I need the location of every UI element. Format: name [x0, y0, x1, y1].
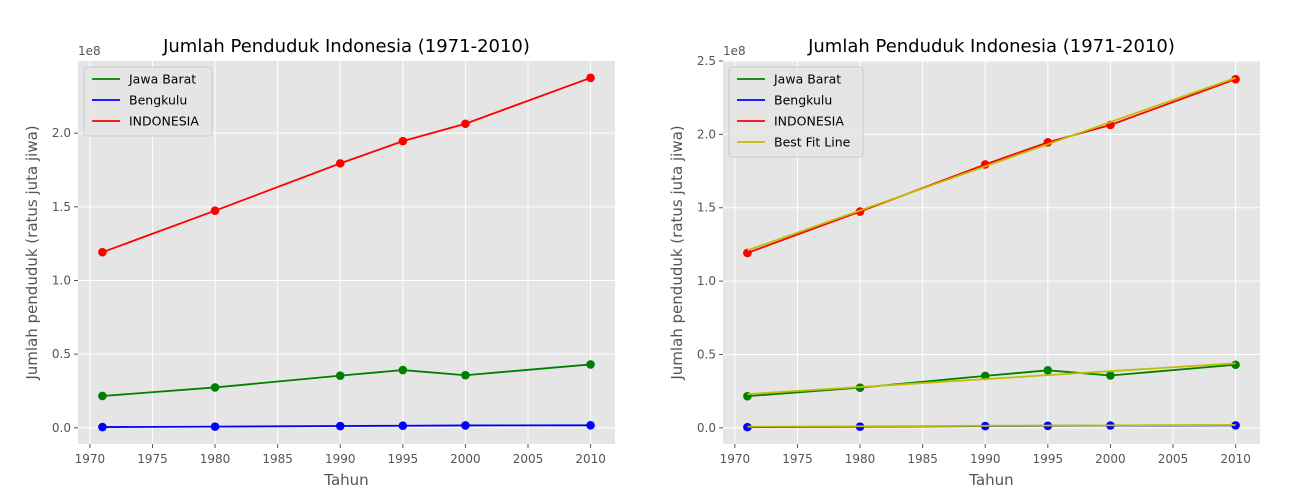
- y-tick-label: 0.0: [52, 421, 71, 435]
- y-axis-label: Jumlah penduduk (ratus juta jiwa): [668, 125, 686, 380]
- x-tick-label: 2000: [1095, 452, 1126, 466]
- legend-label: Best Fit Line: [774, 135, 851, 150]
- x-tick-label: 1990: [970, 452, 1001, 466]
- legend-box: [728, 66, 864, 158]
- x-tick-label: 1975: [137, 452, 168, 466]
- data-point: [335, 421, 345, 431]
- legend: Jawa Barat Bengkulu INDONESIA Best Fit Line: [728, 66, 864, 158]
- y-tick-label: 1.0: [697, 274, 716, 288]
- data-point: [210, 206, 220, 215]
- chart-title: Jumlah Penduduk Indonesia (1971-2010): [162, 36, 530, 57]
- y-tick-label: 1.0: [52, 273, 71, 287]
- y-offset-label: 1e8: [78, 44, 101, 58]
- x-tick-label: 1970: [75, 452, 106, 466]
- y-tick-label: 1.5: [52, 200, 71, 214]
- y-tick-label: 2.0: [697, 127, 716, 141]
- data-point: [398, 136, 408, 146]
- data-point: [98, 247, 107, 257]
- chart-title: Jumlah Penduduk Indonesia (1971-2010): [807, 36, 1175, 57]
- x-tick-label: 2000: [450, 452, 481, 466]
- legend-box: [83, 66, 213, 137]
- y-tick-label: 2.5: [697, 54, 716, 68]
- data-point: [743, 248, 752, 258]
- data-point: [743, 422, 752, 432]
- y-tick-label: 2.0: [52, 126, 71, 140]
- data-point: [1106, 371, 1115, 380]
- data-point: [586, 360, 595, 369]
- best-fit-line: [747, 362, 1236, 396]
- x-tick-label: 2005: [513, 452, 544, 466]
- x-tick-label: 2005: [1158, 452, 1189, 466]
- x-tick-label: 1980: [845, 452, 876, 466]
- x-tick-label: 1975: [782, 452, 813, 466]
- x-tick-label: 1990: [325, 452, 356, 466]
- best-fit-line: [747, 77, 1236, 252]
- data-point: [461, 370, 470, 380]
- best-fit-line: [747, 424, 1236, 428]
- legend: Jawa Barat Bengkulu INDONESIA: [83, 66, 213, 137]
- x-tick-label: 2010: [1220, 452, 1251, 466]
- x-axis-label: Tahun: [968, 471, 1013, 489]
- data-point: [1231, 74, 1240, 84]
- x-tick-label: 2010: [575, 452, 606, 466]
- data-point: [461, 119, 470, 129]
- data-point: [398, 365, 408, 375]
- x-axis-label: Tahun: [323, 471, 368, 489]
- legend-label: INDONESIA: [774, 114, 844, 129]
- data-point: [335, 159, 345, 168]
- y-offset-label: 1e8: [723, 44, 746, 58]
- data-point: [1043, 366, 1053, 375]
- legend-label: Bengkulu: [774, 93, 832, 108]
- chart-panel-1: 1970 1975 1980 1985 1990 1995 2000 2005 2010 0.0 0…: [23, 36, 615, 489]
- x-tick-label: 1995: [388, 452, 419, 466]
- x-tick-label: 1985: [907, 452, 938, 466]
- data-point: [210, 422, 220, 431]
- legend-label: Jawa Barat: [128, 72, 196, 87]
- series-line-bengkulu: [102, 424, 591, 428]
- series-line-indonesia: [102, 76, 591, 254]
- x-tick-label: 1980: [200, 452, 231, 466]
- y-tick-label: 0.5: [697, 347, 716, 361]
- x-tick-label: 1970: [720, 452, 751, 466]
- series-line-indonesia: [747, 78, 1236, 254]
- data-point: [586, 73, 595, 83]
- legend-label: Jawa Barat: [773, 72, 841, 87]
- legend-label: INDONESIA: [129, 114, 199, 129]
- data-point: [98, 391, 107, 401]
- chart-panel-2: 1970 1975 1980 1985 1990 1995 2000 2005 2010 0.0 0…: [668, 36, 1260, 489]
- y-axis-label: Jumlah penduduk (ratus juta jiwa): [23, 125, 41, 380]
- x-tick-label: 1995: [1033, 452, 1064, 466]
- y-tick-label: 0.5: [52, 347, 71, 361]
- legend-label: Bengkulu: [129, 93, 187, 108]
- data-point: [461, 421, 470, 430]
- x-tick-label: 1985: [262, 452, 293, 466]
- y-tick-label: 1.5: [697, 201, 716, 215]
- data-point: [398, 421, 408, 431]
- data-point: [335, 371, 345, 380]
- data-point: [210, 383, 220, 392]
- y-tick-label: 0.0: [697, 421, 716, 435]
- data-point: [586, 420, 595, 430]
- data-point: [1231, 360, 1240, 370]
- data-point: [98, 422, 107, 432]
- series-line-jawa-barat: [102, 363, 591, 397]
